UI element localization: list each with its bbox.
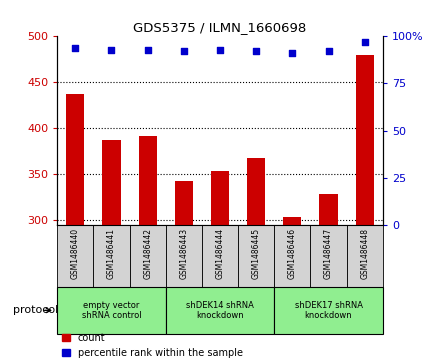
Point bbox=[289, 50, 296, 56]
Bar bbox=[319, 194, 337, 225]
Bar bbox=[175, 181, 193, 225]
Point bbox=[144, 46, 151, 52]
Bar bbox=[139, 136, 157, 225]
FancyBboxPatch shape bbox=[274, 287, 383, 334]
Bar bbox=[66, 94, 84, 225]
Text: GSM1486443: GSM1486443 bbox=[180, 228, 188, 279]
FancyBboxPatch shape bbox=[311, 225, 347, 287]
FancyBboxPatch shape bbox=[274, 225, 311, 287]
Text: GSM1486440: GSM1486440 bbox=[71, 228, 80, 279]
Text: GSM1486444: GSM1486444 bbox=[216, 228, 224, 279]
Text: shDEK14 shRNA
knockdown: shDEK14 shRNA knockdown bbox=[186, 301, 254, 320]
Text: empty vector
shRNA control: empty vector shRNA control bbox=[82, 301, 141, 320]
Bar bbox=[103, 140, 121, 225]
Point bbox=[361, 39, 368, 45]
Legend: count, percentile rank within the sample: count, percentile rank within the sample bbox=[62, 333, 242, 358]
FancyBboxPatch shape bbox=[202, 225, 238, 287]
Bar bbox=[211, 171, 229, 225]
FancyBboxPatch shape bbox=[166, 287, 274, 334]
FancyBboxPatch shape bbox=[166, 225, 202, 287]
Text: GSM1486445: GSM1486445 bbox=[252, 228, 260, 279]
FancyBboxPatch shape bbox=[93, 225, 129, 287]
Bar bbox=[283, 217, 301, 225]
FancyBboxPatch shape bbox=[57, 225, 93, 287]
Bar bbox=[356, 55, 374, 225]
Point bbox=[180, 49, 187, 54]
FancyBboxPatch shape bbox=[129, 225, 166, 287]
Bar bbox=[247, 158, 265, 225]
Text: GSM1486442: GSM1486442 bbox=[143, 228, 152, 279]
Text: GSM1486448: GSM1486448 bbox=[360, 228, 369, 279]
Text: protocol: protocol bbox=[13, 305, 59, 315]
FancyBboxPatch shape bbox=[347, 225, 383, 287]
Point bbox=[72, 45, 79, 50]
FancyBboxPatch shape bbox=[57, 287, 166, 334]
Title: GDS5375 / ILMN_1660698: GDS5375 / ILMN_1660698 bbox=[133, 21, 307, 34]
Text: GSM1486447: GSM1486447 bbox=[324, 228, 333, 279]
Text: GSM1486446: GSM1486446 bbox=[288, 228, 297, 279]
Text: shDEK17 shRNA
knockdown: shDEK17 shRNA knockdown bbox=[294, 301, 363, 320]
FancyBboxPatch shape bbox=[238, 225, 274, 287]
Text: GSM1486441: GSM1486441 bbox=[107, 228, 116, 279]
Point bbox=[108, 46, 115, 52]
Point bbox=[325, 49, 332, 54]
Point bbox=[216, 46, 224, 52]
Point bbox=[253, 49, 260, 54]
